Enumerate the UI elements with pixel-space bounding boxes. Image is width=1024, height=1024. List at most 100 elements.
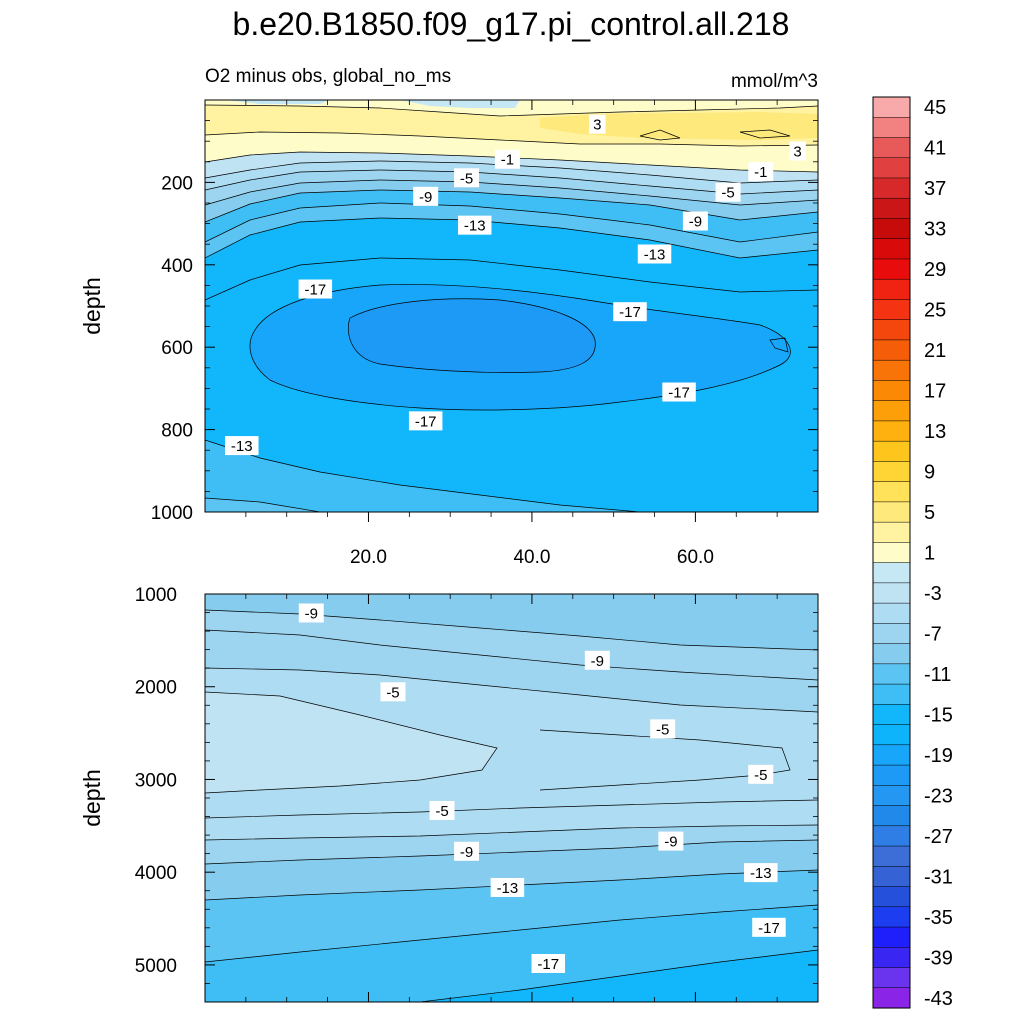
colorbar-label: -39 xyxy=(924,947,953,969)
contour-label-box xyxy=(752,917,786,937)
colorbar-label: 37 xyxy=(924,178,946,200)
colorbar-box-pos5 xyxy=(872,501,911,523)
colorbar-box-neg3 xyxy=(872,582,911,604)
contour-label-box xyxy=(744,863,778,883)
contour-label-text: -9 xyxy=(591,653,604,670)
colorbar-box-pos7 xyxy=(872,481,911,503)
colorbar-box-pos9 xyxy=(872,461,911,483)
colorbar-box-neg33 xyxy=(872,886,911,908)
top-y-tick-label: 600 xyxy=(161,338,193,359)
contour-label-text: 3 xyxy=(593,117,601,134)
contour-label-box xyxy=(413,186,439,206)
colorbar-label: 9 xyxy=(924,462,935,484)
fill-band-neg11-lower xyxy=(205,498,320,512)
contour-label-text: -9 xyxy=(689,214,702,231)
top-x-tick-label: 20.0 xyxy=(350,547,387,568)
colorbar-label: 5 xyxy=(924,502,935,524)
colorbar-box-pos39 xyxy=(872,157,911,179)
contour-label-box xyxy=(429,800,455,820)
contour-label-text: -13 xyxy=(644,247,666,264)
chart-title: b.e20.B1850.f09_g17.pi_control.all.218 xyxy=(233,6,790,42)
top-contour-label: 3 xyxy=(789,141,806,161)
colorbar-label: 41 xyxy=(924,138,946,160)
contour-label-box xyxy=(662,382,696,402)
top-panel: 200 400 600 800 1000 20.0 40.0 60.0 depth 3 3 -1 -… xyxy=(79,99,819,568)
colorbar-box-pos27 xyxy=(872,278,911,300)
top-contour-label: -13 xyxy=(225,436,259,456)
top-contour-labels: 3 3 -1 -1 -5 -5 -9 -9 -13 -13 -17 -17 -17 -17 -13 xyxy=(225,114,806,456)
fill-band-neg7-upper xyxy=(205,610,818,680)
bottom-contour-label: -5 xyxy=(429,800,455,820)
contour-label-text: -17 xyxy=(668,385,690,402)
colorbar-box-pos25 xyxy=(872,299,911,321)
colorbar-box-neg15 xyxy=(872,704,911,726)
bottom-contour-label: -17 xyxy=(752,917,786,937)
bottom-contour-label: -5 xyxy=(380,682,406,702)
top-contour-label: 3 xyxy=(589,114,606,134)
top-contour-lines xyxy=(205,104,818,512)
colorbar-label: -35 xyxy=(924,907,953,929)
contour-label-text: -9 xyxy=(664,834,677,851)
colorbar-label: 33 xyxy=(924,219,946,241)
contour-label-box xyxy=(637,244,672,264)
contour-label-box xyxy=(454,168,480,188)
colorbar-label: -31 xyxy=(924,866,953,888)
contour-label-text: -9 xyxy=(419,189,432,206)
contour-label-text: -5 xyxy=(386,684,399,701)
colorbar-label: -19 xyxy=(924,745,953,767)
colorbar-box-neg1 xyxy=(872,562,911,584)
contour-label-text: -5 xyxy=(435,803,448,820)
contour-label-box xyxy=(589,114,606,134)
colorbar-box-neg35 xyxy=(872,906,911,928)
colorbar-box-neg39 xyxy=(872,947,911,969)
colorbar-box-pos11 xyxy=(872,440,911,462)
top-y-tick-label: 200 xyxy=(161,173,193,194)
contour-label-text: -17 xyxy=(415,413,437,430)
contour-label-box xyxy=(490,877,525,897)
contour-label-box xyxy=(748,162,774,182)
bottom-y-axis-label: depth xyxy=(79,769,105,827)
contour-label-box xyxy=(715,182,741,202)
colorbar-box-neg41 xyxy=(872,967,911,989)
contour-label-text: 3 xyxy=(793,144,801,161)
colorbar-box-neg11 xyxy=(872,663,911,685)
top-contour-label: -13 xyxy=(457,215,492,235)
fill-surface-neg1 xyxy=(225,100,520,108)
colorbar-box-pos29 xyxy=(872,258,911,280)
colorbar-box-pos1 xyxy=(872,542,911,564)
contour-label-text: -5 xyxy=(460,170,473,187)
colorbar-box-neg29 xyxy=(872,845,911,867)
colorbar-box-pos15 xyxy=(872,400,911,422)
contour-label-box xyxy=(457,215,492,235)
contour-label-text: -13 xyxy=(464,218,486,235)
contour-label-text: -13 xyxy=(750,865,772,882)
bottom-y-tick-label: 2000 xyxy=(135,678,177,699)
top-contour-label: -17 xyxy=(298,279,333,299)
colorbar-label: 13 xyxy=(924,421,946,443)
top-y-tick-label: 400 xyxy=(161,256,193,277)
contour-label-text: -17 xyxy=(304,282,326,299)
bottom-contour-label: -9 xyxy=(584,650,610,670)
colorbar-box-neg43 xyxy=(872,987,911,1009)
fill-band-neg3-right xyxy=(540,730,790,790)
top-axis-ticks: 200 400 600 800 1000 20.0 40.0 60.0 xyxy=(151,100,818,568)
contour-label-text: -5 xyxy=(721,185,734,202)
bottom-contour-lines xyxy=(205,609,818,1002)
contour-label-text: -5 xyxy=(656,721,669,738)
colorbar-box-neg23 xyxy=(872,785,911,807)
contour-label-box xyxy=(789,141,806,161)
bottom-y-tick-label: 4000 xyxy=(135,863,177,884)
contour-label-box xyxy=(380,682,406,702)
colorbar-box-pos17 xyxy=(872,380,911,402)
colorbar-box-neg13 xyxy=(872,683,911,705)
top-contour-label: -13 xyxy=(637,244,672,264)
top-y-axis-label: depth xyxy=(79,277,105,335)
colorbar-box-neg9 xyxy=(872,643,911,665)
colorbar-box-neg27 xyxy=(872,825,911,847)
contour-label-text: -1 xyxy=(501,152,514,169)
colorbar-box-neg19 xyxy=(872,744,911,766)
fill-band-neg5 xyxy=(205,668,818,840)
contour-label-box xyxy=(298,603,324,623)
contour-label-box xyxy=(613,302,647,322)
bottom-contour-label: -9 xyxy=(298,603,324,623)
